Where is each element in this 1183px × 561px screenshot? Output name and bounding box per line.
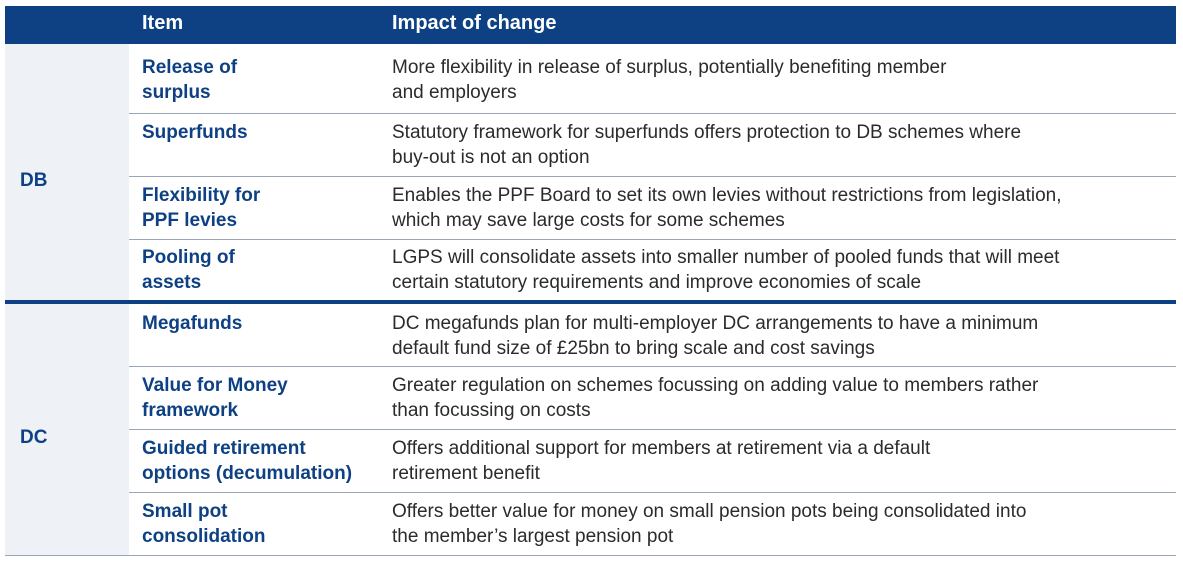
table-bottom-border xyxy=(5,555,1176,556)
row-item: Value for Money framework xyxy=(142,373,377,423)
row-impact-line: DC megafunds plan for multi-employer DC … xyxy=(392,313,1039,334)
row-item: Small pot consolidation xyxy=(142,499,377,549)
row-impact-line: LGPS will consolidate assets into smalle… xyxy=(392,247,1060,268)
row-impact: Offers additional support for members at… xyxy=(392,436,1172,486)
row-item-line: Small pot xyxy=(142,501,228,522)
table-row: Flexibility for PPF levies Enables the P… xyxy=(129,177,1176,239)
row-item-line: Superfunds xyxy=(142,122,248,143)
row-item: Superfunds xyxy=(142,120,377,145)
row-item-line: Guided retirement xyxy=(142,438,306,459)
row-item-line: Megafunds xyxy=(142,313,243,334)
row-item: Guided retirement options (decumulation) xyxy=(142,436,377,486)
row-impact-line: certain statutory requirements and impro… xyxy=(392,272,922,293)
group-label-dc: DC xyxy=(20,427,48,448)
row-impact: Statutory framework for superfunds offer… xyxy=(392,120,1172,170)
row-item-line: consolidation xyxy=(142,526,266,547)
row-divider xyxy=(129,176,1176,177)
row-divider xyxy=(129,492,1176,493)
row-impact: Offers better value for money on small p… xyxy=(392,499,1172,549)
group-cell-dc: DC xyxy=(5,304,129,555)
row-divider xyxy=(129,239,1176,240)
table-row: Pooling of assets LGPS will consolidate … xyxy=(129,240,1176,300)
row-impact-line: than focussing on costs xyxy=(392,400,591,421)
row-item-line: Release of xyxy=(142,57,238,78)
row-item: Release of surplus xyxy=(142,55,377,105)
table-row: Guided retirement options (decumulation)… xyxy=(129,430,1176,492)
row-impact-line: retirement benefit xyxy=(392,463,540,484)
header-impact: Impact of change xyxy=(392,12,557,34)
table-row: Megafunds DC megafunds plan for multi-em… xyxy=(129,304,1176,365)
group-divider xyxy=(5,300,1176,304)
header-item: Item xyxy=(142,12,184,34)
group-label-db: DB xyxy=(20,170,48,191)
row-item-line: Value for Money xyxy=(142,375,288,396)
row-impact-line: buy-out is not an option xyxy=(392,147,590,168)
row-impact: LGPS will consolidate assets into smalle… xyxy=(392,245,1172,295)
table-row: Small pot consolidation Offers better va… xyxy=(129,493,1176,555)
row-impact: Enables the PPF Board to set its own lev… xyxy=(392,183,1172,233)
group-cell-db: DB xyxy=(5,44,129,300)
row-divider xyxy=(129,429,1176,430)
row-impact-line: the member’s largest pension pot xyxy=(392,526,674,547)
row-item: Pooling of assets xyxy=(142,245,377,295)
row-impact: DC megafunds plan for multi-employer DC … xyxy=(392,311,1172,361)
row-impact-line: Offers better value for money on small p… xyxy=(392,501,1027,522)
row-impact-line: which may save large costs for some sche… xyxy=(392,210,785,231)
row-item-line: Pooling of xyxy=(142,247,235,268)
row-item-line: PPF levies xyxy=(142,210,238,231)
table-row: Superfunds Statutory framework for super… xyxy=(129,114,1176,176)
row-item-line: assets xyxy=(142,272,202,293)
table-header: Item Impact of change xyxy=(5,6,1176,44)
row-item-line: surplus xyxy=(142,82,211,103)
table-row: Release of surplus More flexibility in r… xyxy=(129,44,1176,113)
row-item-line: framework xyxy=(142,400,239,421)
row-impact: Greater regulation on schemes focussing … xyxy=(392,373,1172,423)
row-impact-line: More flexibility in release of surplus, … xyxy=(392,57,947,78)
row-impact-line: and employers xyxy=(392,82,517,103)
row-impact-line: Greater regulation on schemes focussing … xyxy=(392,375,1039,396)
row-item-line: Flexibility for xyxy=(142,185,261,206)
row-impact-line: Offers additional support for members at… xyxy=(392,438,931,459)
row-divider xyxy=(129,113,1176,114)
row-impact-line: Enables the PPF Board to set its own lev… xyxy=(392,185,1062,206)
row-divider xyxy=(129,366,1176,367)
row-item: Flexibility for PPF levies xyxy=(142,183,377,233)
row-impact-line: Statutory framework for superfunds offer… xyxy=(392,122,1022,143)
row-item: Megafunds xyxy=(142,311,377,336)
row-impact-line: default fund size of £25bn to bring scal… xyxy=(392,338,875,359)
row-item-line: options (decumulation) xyxy=(142,463,353,484)
row-impact: More flexibility in release of surplus, … xyxy=(392,55,1172,105)
table-row: Value for Money framework Greater regula… xyxy=(129,367,1176,429)
